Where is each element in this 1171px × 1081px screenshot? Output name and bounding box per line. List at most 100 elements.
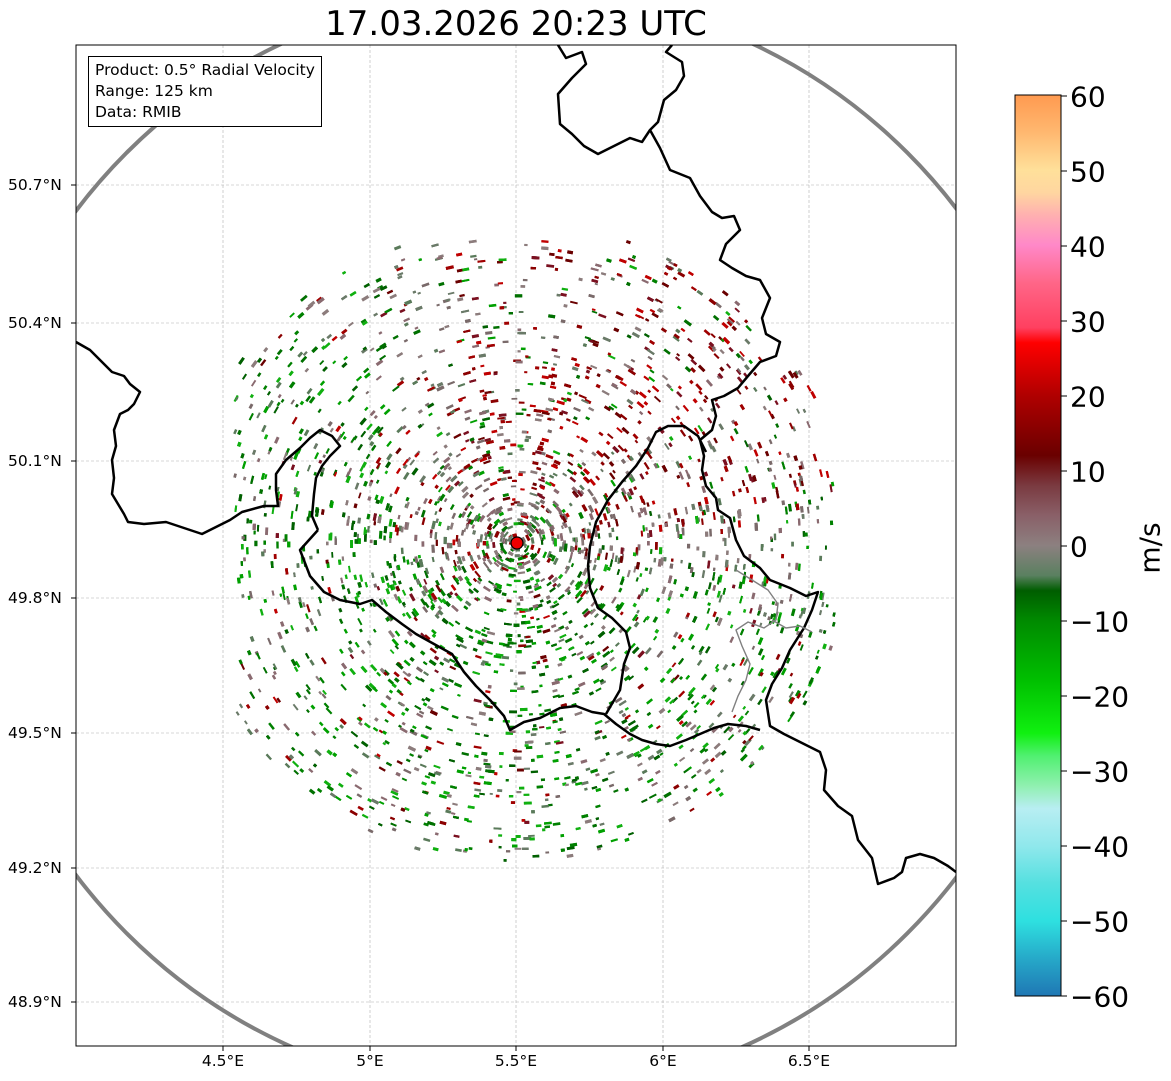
- echo-gate: [290, 625, 294, 631]
- echo-gate: [738, 488, 742, 493]
- echo-gate: [278, 494, 283, 501]
- echo-gate: [562, 610, 568, 616]
- echo-gate: [532, 604, 539, 609]
- echo-gate: [599, 678, 605, 684]
- echo-gate: [426, 811, 431, 815]
- echo-gate: [284, 762, 291, 769]
- echo-gate: [280, 645, 287, 653]
- echo-gate: [726, 320, 733, 327]
- echo-gate: [447, 466, 452, 471]
- echo-gate: [576, 651, 584, 656]
- echo-gate: [744, 440, 749, 448]
- echo-gate: [479, 425, 486, 429]
- echo-gate: [424, 748, 429, 753]
- echo-gate: [388, 518, 393, 527]
- echo-gate: [298, 436, 303, 441]
- echo-gate: [448, 363, 453, 368]
- echo-gate: [414, 846, 421, 851]
- echo-gate: [685, 674, 691, 680]
- echo-gate: [526, 521, 533, 527]
- echo-gate: [291, 416, 298, 425]
- echo-gate: [554, 777, 560, 781]
- echo-gate: [714, 616, 719, 623]
- echo-gate: [412, 725, 417, 730]
- graticule-grid: [76, 45, 956, 1046]
- echo-gate: [534, 585, 542, 592]
- echo-gate: [363, 533, 367, 542]
- echo-gate: [649, 793, 657, 799]
- echo-gate: [340, 577, 344, 584]
- echo-gate: [677, 267, 683, 273]
- echo-gate: [754, 522, 759, 531]
- echo-gate: [528, 713, 533, 716]
- echo-gate: [615, 519, 619, 527]
- echo-gate: [675, 356, 681, 362]
- echo-gate: [521, 430, 527, 434]
- echo-gate: [419, 677, 425, 683]
- echo-gate: [557, 249, 562, 253]
- echo-gate: [687, 271, 694, 277]
- echo-gate: [319, 360, 325, 366]
- echo-gate: [519, 447, 525, 451]
- echo-gate: [796, 692, 802, 699]
- echo-gate: [535, 824, 542, 828]
- echo-gate: [409, 459, 415, 466]
- echo-gate: [274, 355, 279, 360]
- echo-gate: [461, 278, 470, 283]
- echo-gate: [654, 541, 658, 550]
- echo-gate: [704, 768, 712, 776]
- echo-gate: [265, 753, 272, 761]
- echo-gate: [329, 532, 333, 541]
- echo-gate: [584, 548, 588, 557]
- echo-gate: [634, 390, 640, 396]
- echo-gate: [447, 380, 455, 386]
- echo-gate: [560, 525, 564, 530]
- echo-gate: [372, 628, 377, 633]
- echo-gate: [321, 345, 327, 351]
- echo-gate: [391, 683, 397, 688]
- echo-gate: [591, 658, 597, 664]
- echo-gate: [659, 677, 666, 684]
- echo-gate: [588, 529, 592, 534]
- echo-gate: [350, 436, 356, 443]
- echo-gate: [531, 641, 537, 646]
- echo-gate: [357, 590, 362, 595]
- echo-gate: [757, 698, 763, 706]
- echo-gate: [388, 689, 394, 694]
- echo-gate: [743, 657, 749, 666]
- echo-gate: [483, 781, 492, 786]
- echo-gate: [447, 291, 455, 296]
- echo-gate: [479, 421, 485, 427]
- echo-gate: [348, 321, 354, 327]
- echo-gate: [455, 279, 462, 284]
- echo-gate: [451, 812, 456, 815]
- echo-gate: [768, 439, 773, 445]
- echo-gate: [488, 769, 495, 774]
- echo-gate: [341, 512, 346, 518]
- echo-gate: [483, 611, 490, 616]
- echo-gate: [781, 461, 786, 470]
- echo-gate: [739, 595, 743, 604]
- echo-gate: [372, 686, 378, 693]
- echo-gate: [828, 645, 833, 651]
- echo-gate: [816, 519, 820, 524]
- echo-gate: [689, 724, 697, 731]
- echo-gate: [259, 608, 264, 616]
- echo-gate: [565, 258, 573, 263]
- echo-gate: [569, 300, 578, 305]
- echo-gate: [476, 554, 482, 560]
- echo-gate: [653, 557, 657, 563]
- echo-gate: [469, 419, 478, 424]
- echo-gate: [326, 749, 333, 756]
- echo-gate: [424, 696, 431, 702]
- echo-gate: [438, 521, 442, 527]
- echo-gate: [755, 628, 760, 636]
- echo-gate: [309, 618, 315, 626]
- echo-gate: [478, 410, 487, 416]
- echo-gate: [507, 550, 514, 557]
- echo-gate: [747, 666, 754, 675]
- echo-gate: [691, 572, 695, 578]
- echo-gate: [389, 293, 397, 300]
- echo-gate: [665, 257, 672, 263]
- echo-gate: [651, 385, 660, 393]
